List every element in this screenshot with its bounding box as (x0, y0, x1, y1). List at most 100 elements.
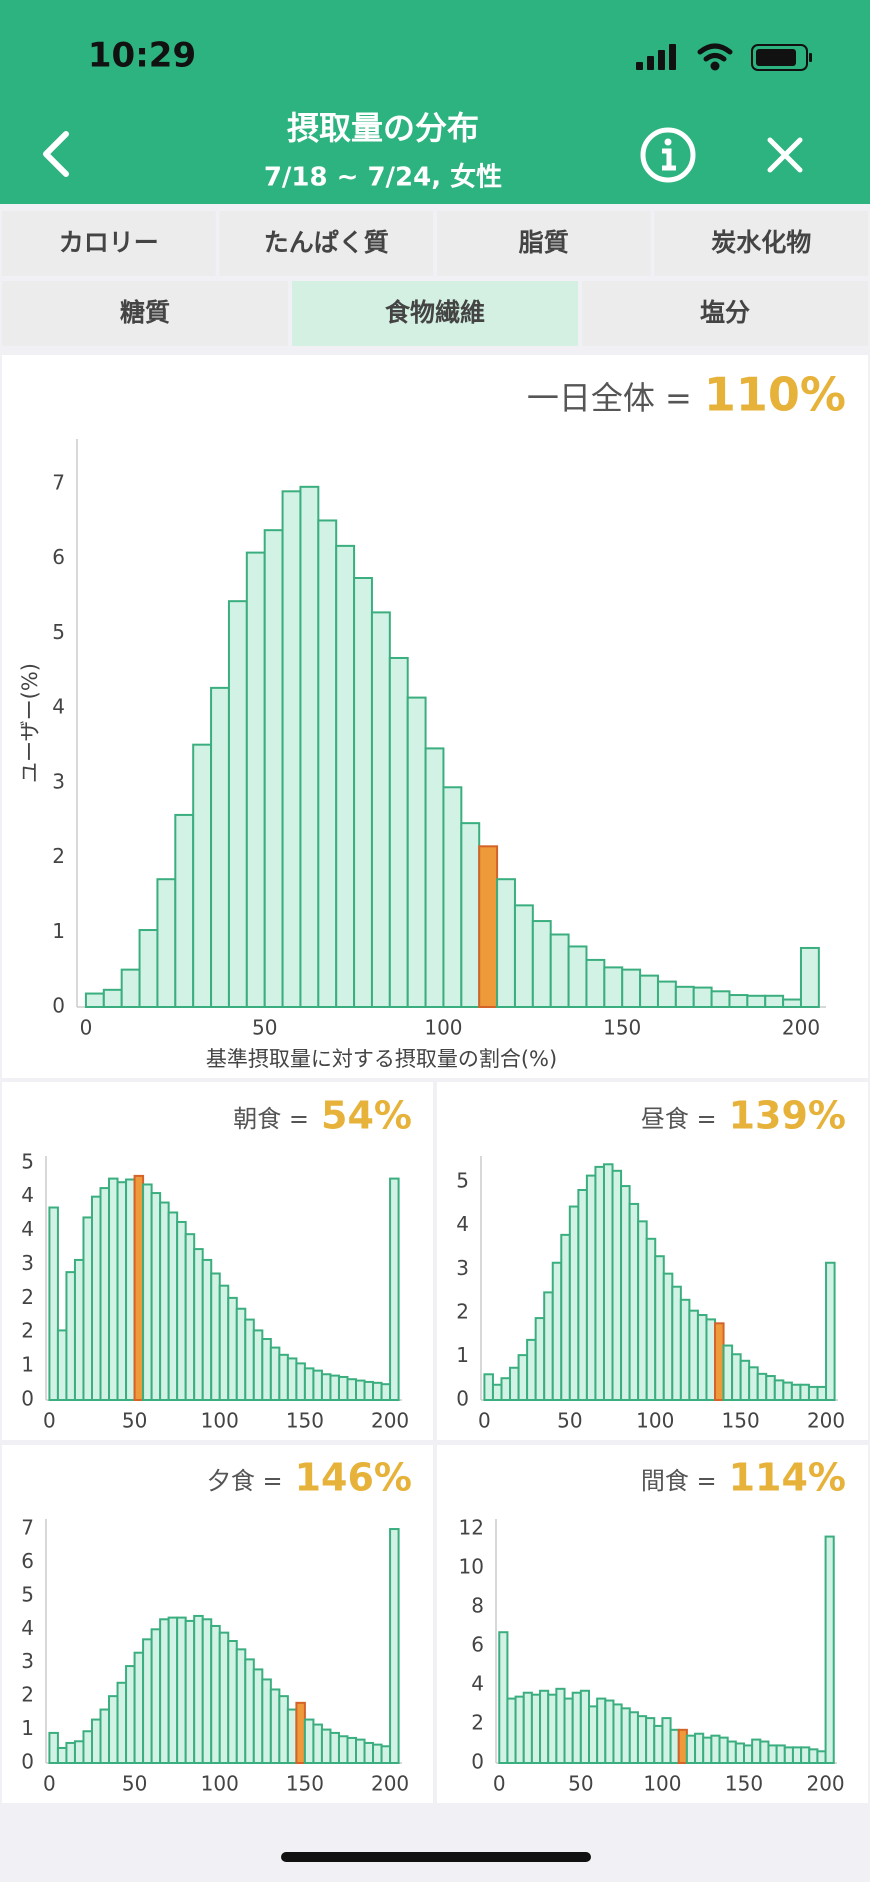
summary-value: 114% (729, 1456, 846, 1500)
x-tick-label: 0 (493, 1772, 506, 1796)
tab[interactable] (219, 211, 434, 276)
x-tick-label: 200 (807, 1409, 845, 1433)
info-button[interactable] (640, 127, 696, 183)
histogram-bar (639, 974, 659, 1009)
back-button[interactable] (43, 131, 69, 177)
y-tick-label: 5 (21, 1149, 34, 1173)
y-tick-label: 0 (21, 1750, 34, 1774)
histogram-bar (73, 1258, 85, 1401)
y-tick-label: 5 (52, 620, 65, 644)
histogram-bar (102, 988, 123, 1009)
tab-label[interactable]: 糖質 (120, 298, 170, 327)
histogram-bar (612, 1703, 623, 1764)
histogram-bar (261, 1338, 272, 1401)
tab[interactable] (2, 281, 288, 346)
y-tick-label: 4 (21, 1183, 34, 1207)
y-tick-label: 2 (456, 1299, 469, 1323)
histogram-bar (816, 1750, 827, 1764)
histogram-bar (478, 845, 499, 1008)
tab[interactable] (654, 211, 869, 276)
histogram-bar (176, 1220, 187, 1401)
x-tick-label: 0 (43, 1772, 56, 1796)
y-tick-label: 3 (21, 1649, 34, 1673)
histogram-bar (705, 1318, 717, 1401)
y-tick-label: 6 (471, 1632, 484, 1656)
y-tick-label: 2 (21, 1683, 34, 1707)
histogram-bar (602, 1163, 614, 1401)
histogram-bar (746, 994, 767, 1009)
histogram-bar (555, 1687, 566, 1764)
histogram-bar (791, 1746, 803, 1765)
tab[interactable] (292, 281, 578, 346)
histogram-bar (775, 1744, 786, 1765)
histogram-bar (320, 1728, 332, 1764)
histogram-bar (685, 1734, 697, 1764)
y-tick-label: 5 (21, 1582, 34, 1606)
x-tick-label: 200 (782, 1016, 820, 1040)
y-tick-label: 2 (52, 844, 65, 868)
histogram-bar (90, 1718, 102, 1765)
tab-label[interactable]: 脂質 (519, 228, 569, 257)
x-axis-label: 基準摂取量に対する摂取量の割合(%) (206, 1047, 557, 1071)
x-tick-label: 100 (201, 1409, 239, 1433)
tab-label[interactable]: 炭水化物 (711, 228, 811, 257)
histogram-bar (506, 1697, 517, 1764)
histogram-bar (692, 986, 713, 1008)
histogram-bar (596, 1697, 607, 1764)
x-tick-label: 0 (80, 1016, 93, 1040)
histogram-bar (133, 1651, 145, 1764)
histogram-bar (571, 1691, 582, 1765)
histogram-bar (192, 743, 213, 1009)
histogram-bar (159, 1201, 170, 1402)
tab-label[interactable]: 食物繊維 (385, 298, 485, 327)
histogram-bar (526, 1338, 537, 1402)
histogram-bar (424, 747, 445, 1008)
histogram-bar (159, 1618, 170, 1764)
histogram-bar (218, 1631, 230, 1764)
histogram-bar (210, 686, 230, 1008)
x-tick-label: 150 (722, 1409, 760, 1433)
tab[interactable] (2, 211, 216, 276)
tab[interactable] (582, 281, 868, 346)
header-subtitle: 7/18 ~ 7/24, 女性 (264, 162, 502, 193)
histogram-bar (783, 1746, 794, 1765)
histogram-bar (286, 1357, 298, 1402)
y-tick-label: 1 (21, 1716, 34, 1740)
y-tick-label: 1 (456, 1343, 469, 1367)
tab-label[interactable]: たんぱく質 (264, 228, 389, 257)
signal-icon (636, 44, 676, 70)
x-tick-label: 50 (122, 1772, 147, 1796)
histogram-bar (167, 1211, 179, 1401)
histogram-bar (807, 1385, 819, 1402)
close-button[interactable] (767, 137, 803, 173)
histogram-bar (380, 1383, 392, 1401)
y-tick-label: 2 (471, 1710, 484, 1734)
tab-label[interactable]: 塩分 (700, 298, 750, 327)
histogram-bar (133, 1174, 145, 1401)
histogram-bar (645, 1237, 657, 1402)
histogram-bar (372, 1743, 383, 1765)
histogram-bar (585, 958, 606, 1008)
histogram-bar (244, 1318, 255, 1401)
y-tick-label: 2 (21, 1319, 34, 1343)
histogram-bar (603, 966, 624, 1008)
histogram-bar (286, 1708, 298, 1764)
y-tick-label: 6 (21, 1549, 34, 1573)
histogram-bar (636, 1715, 648, 1764)
histogram-bar (620, 1185, 631, 1402)
y-tick-label: 0 (456, 1387, 469, 1411)
histogram-bar (679, 1298, 691, 1402)
histogram-bar (790, 1383, 802, 1401)
histogram-bar (312, 1369, 323, 1402)
histogram-bar (765, 1375, 776, 1402)
tab-label[interactable]: カロリー (59, 228, 159, 257)
histogram-bar (539, 1689, 550, 1764)
histogram-bar (661, 1717, 672, 1765)
histogram-bar (295, 1701, 306, 1764)
histogram-bar (588, 1705, 599, 1764)
tab[interactable] (437, 211, 651, 276)
histogram-bar (337, 1735, 349, 1764)
histogram-bar (498, 1631, 509, 1764)
histogram-bar (167, 1616, 179, 1765)
summary-title: 昼食 = (641, 1105, 717, 1133)
